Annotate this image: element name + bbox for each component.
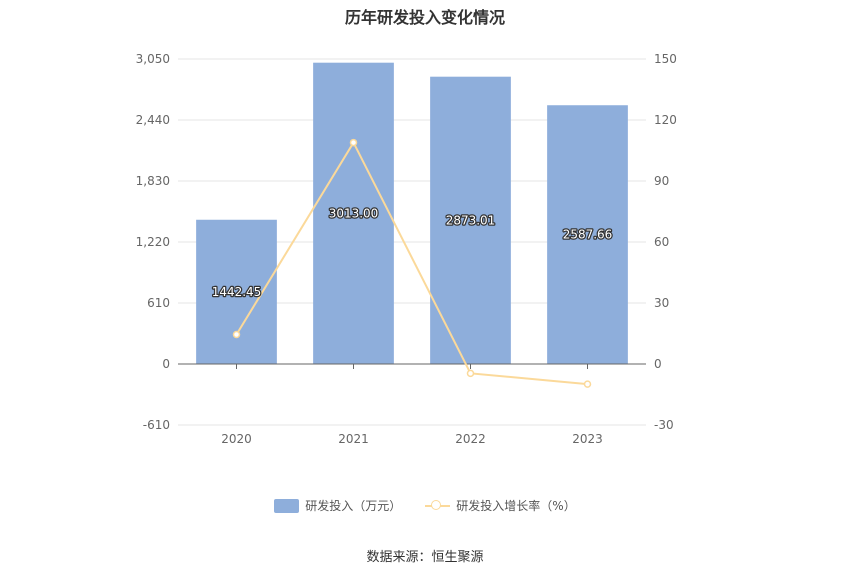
bar-label-2022: 2873.01: [446, 213, 496, 227]
legend-label-growth-rate: 研发投入增长率（%）: [456, 499, 576, 513]
bar-2023: [547, 105, 628, 364]
bar-label-2023: 2587.66: [563, 228, 613, 242]
right-tick-label: 90: [654, 174, 669, 188]
legend-bar-swatch: [274, 498, 300, 513]
left-tick-label: 1,830: [136, 174, 170, 188]
tick-labels: 3,050 2,440 1,830 1,220 610 0 -610 150 120 90 60 30…: [136, 52, 677, 446]
left-tick-label: 1,220: [136, 235, 170, 249]
growth-point-2022: [466, 369, 475, 378]
bar-2022: [430, 76, 511, 364]
right-tick-label: 60: [654, 235, 669, 249]
right-tick-label: 120: [654, 113, 677, 127]
left-tick-label: 610: [147, 296, 170, 310]
left-tick-label: 2,440: [136, 113, 170, 127]
right-tick-label: -30: [654, 418, 674, 432]
bars: [196, 62, 628, 364]
source-note: 数据来源：恒生聚源: [366, 550, 484, 565]
legend-label-rd-investment: 研发投入（万元）: [305, 499, 402, 513]
x-tick-label-2022: 2022: [455, 432, 486, 446]
legend-item-growth-rate[interactable]: 研发投入增长率（%）: [425, 497, 576, 514]
right-tick-label: 150: [654, 52, 677, 66]
bar-labels: 1442.45 3013.00 2873.01 2587.66: [210, 205, 613, 300]
right-tick-label: 0: [654, 357, 662, 371]
legend-line-swatch: [425, 499, 451, 513]
chart-title: 历年研发投入变化情况: [344, 8, 505, 27]
bar-label-2021: 3013.00: [329, 206, 379, 220]
growth-line-path: [235, 140, 588, 386]
growth-point-2021: [349, 138, 358, 147]
growth-line: [232, 138, 592, 388]
left-tick-label: 0: [162, 357, 170, 371]
bar-2021: [313, 62, 394, 364]
legend: 研发投入（万元） 研发投入增长率（%）: [0, 497, 850, 514]
x-tick-label-2023: 2023: [572, 432, 603, 446]
x-tick-label-2020: 2020: [221, 432, 252, 446]
left-tick-label: 3,050: [136, 52, 170, 66]
bar-label-2020: 1442.45: [212, 285, 262, 299]
x-tick-label-2021: 2021: [338, 432, 369, 446]
legend-item-rd-investment[interactable]: 研发投入（万元）: [274, 497, 401, 514]
left-tick-label: -610: [143, 418, 170, 432]
growth-point-2020: [232, 330, 241, 339]
growth-point-2023: [583, 380, 592, 388]
x-axis: [178, 363, 646, 369]
right-tick-label: 30: [654, 296, 669, 310]
